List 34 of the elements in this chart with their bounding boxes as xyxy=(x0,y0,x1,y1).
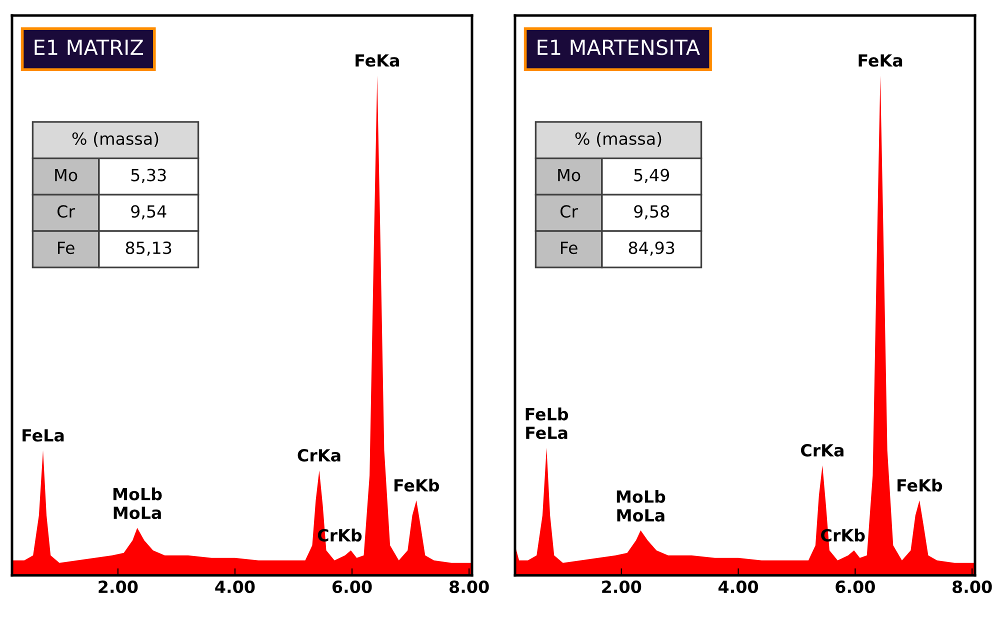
annotation: CrKa xyxy=(800,444,844,457)
annotation: MoLb MoLa xyxy=(616,490,666,522)
x-tick-label: 6.00 xyxy=(836,580,875,594)
annotation: % (massa) xyxy=(575,132,662,147)
x-tick-label: 8.00 xyxy=(450,580,489,594)
annotation: FeKa xyxy=(356,54,399,67)
annotation: 9,58 xyxy=(634,205,670,220)
annotation: MoLb MoLa xyxy=(113,488,162,520)
x-tick-label: 6.00 xyxy=(332,580,372,594)
annotation: Fe xyxy=(58,242,74,254)
annotation: 85,13 xyxy=(126,241,172,256)
annotation: FeKb xyxy=(898,478,942,492)
x-tick-label: 2.00 xyxy=(98,580,138,594)
annotation: CrKa xyxy=(298,448,340,462)
annotation: 84,93 xyxy=(628,241,674,256)
annotation: Cr xyxy=(58,205,76,218)
annotation: FeKb xyxy=(394,478,440,492)
annotation: Mo xyxy=(55,168,78,182)
annotation: FeKa xyxy=(858,54,902,67)
x-tick-label: 8.00 xyxy=(952,580,992,594)
annotation: 9,54 xyxy=(131,205,166,220)
annotation: % (massa) xyxy=(72,132,158,147)
chart-title: E1 MARTENSITA xyxy=(538,39,700,56)
annotation: FeLb FeLa xyxy=(526,408,568,440)
x-tick-label: 2.00 xyxy=(602,580,642,594)
x-tick-label: 4.00 xyxy=(215,580,255,594)
annotation: FeLa xyxy=(22,429,64,442)
annotation: Fe xyxy=(560,242,578,254)
x-tick-label: 4.00 xyxy=(718,580,758,594)
chart-title: E1 MATRIZ xyxy=(34,40,144,55)
annotation: Cr xyxy=(560,205,578,218)
annotation: 5,33 xyxy=(131,168,166,184)
annotation: Mo xyxy=(558,168,580,182)
annotation: 5,49 xyxy=(634,168,670,184)
